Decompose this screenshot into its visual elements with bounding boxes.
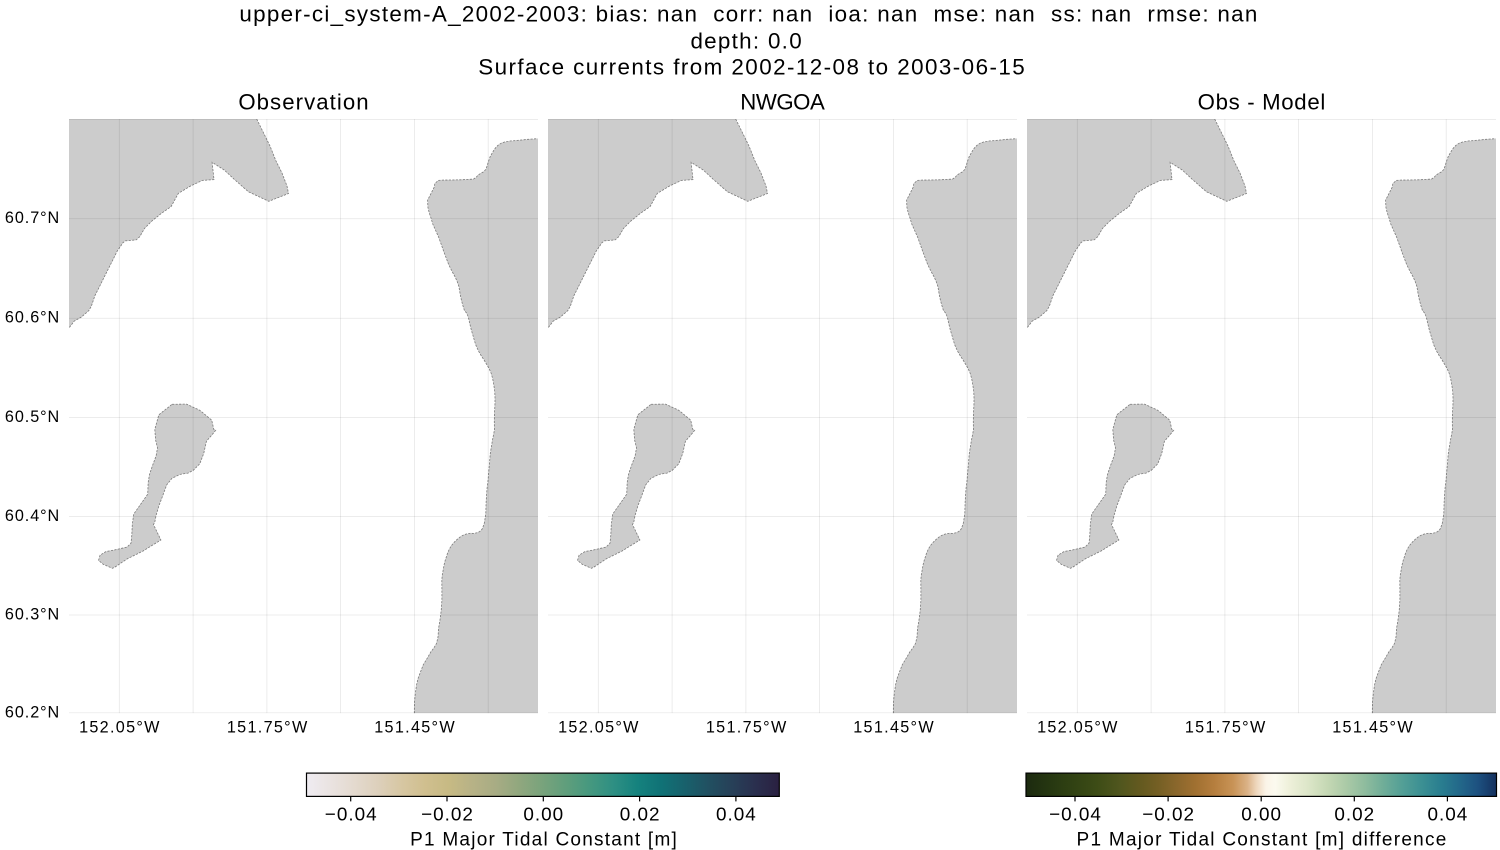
svg-text:60.6°N: 60.6°N <box>5 309 60 327</box>
svg-text:0.02: 0.02 <box>620 805 661 826</box>
svg-text:60.3°N: 60.3°N <box>5 605 60 623</box>
svg-text:60.4°N: 60.4°N <box>5 507 60 525</box>
svg-text:−0.04: −0.04 <box>325 805 378 826</box>
svg-text:151.75°W: 151.75°W <box>706 719 788 737</box>
svg-text:152.05°W: 152.05°W <box>79 719 161 737</box>
svg-text:−0.02: −0.02 <box>421 805 474 826</box>
svg-text:0.00: 0.00 <box>523 805 564 826</box>
svg-text:−0.04: −0.04 <box>1049 805 1102 826</box>
svg-text:151.45°W: 151.45°W <box>1332 719 1414 737</box>
svg-text:0.04: 0.04 <box>716 805 757 826</box>
svg-text:0.00: 0.00 <box>1241 805 1282 826</box>
svg-text:60.5°N: 60.5°N <box>5 408 60 426</box>
svg-text:Observation: Observation <box>238 90 369 115</box>
svg-text:0.04: 0.04 <box>1428 805 1469 826</box>
svg-text:0.02: 0.02 <box>1334 805 1375 826</box>
svg-text:P1 Major Tidal Constant [m]: P1 Major Tidal Constant [m] <box>410 829 678 850</box>
svg-text:Obs - Model: Obs - Model <box>1198 90 1326 115</box>
svg-text:60.7°N: 60.7°N <box>5 209 60 227</box>
svg-text:NWGOA: NWGOA <box>740 90 825 115</box>
svg-text:152.05°W: 152.05°W <box>1037 719 1119 737</box>
svg-text:Surface currents from 2002-12-: Surface currents from 2002-12-08 to 2003… <box>478 54 1026 79</box>
svg-text:151.45°W: 151.45°W <box>374 719 456 737</box>
svg-text:upper-ci_system-A_2002-2003: b: upper-ci_system-A_2002-2003: bias: nan c… <box>239 1 1258 26</box>
svg-text:151.45°W: 151.45°W <box>853 719 935 737</box>
svg-text:depth: 0.0: depth: 0.0 <box>690 29 803 54</box>
svg-text:151.75°W: 151.75°W <box>227 719 309 737</box>
svg-text:P1 Major Tidal Constant [m] di: P1 Major Tidal Constant [m] difference <box>1077 829 1448 850</box>
svg-text:−0.02: −0.02 <box>1142 805 1195 826</box>
svg-text:151.75°W: 151.75°W <box>1185 719 1267 737</box>
svg-text:60.2°N: 60.2°N <box>5 704 60 722</box>
svg-text:152.05°W: 152.05°W <box>558 719 640 737</box>
